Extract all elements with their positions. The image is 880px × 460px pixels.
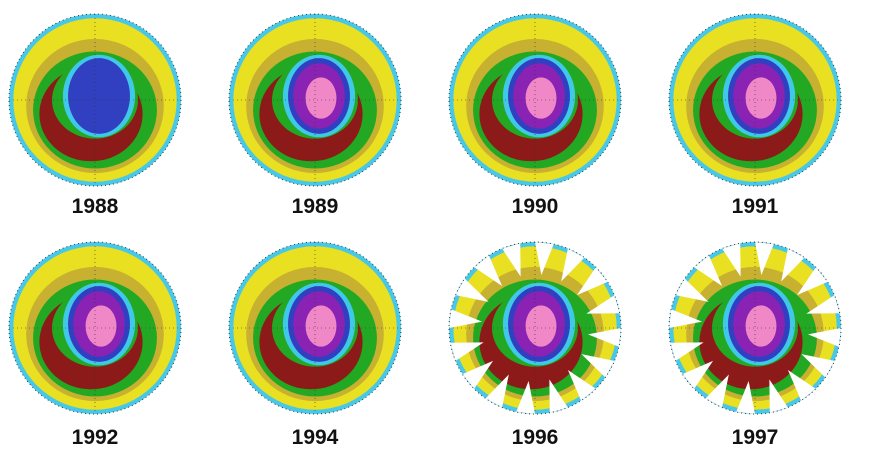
ozone-map-grid: 1988 1989 1990 1991 1992 1994 1996 1997: [0, 0, 880, 460]
map-layer: [306, 305, 337, 346]
map-layer: [306, 77, 337, 118]
ozone-map: [229, 14, 401, 186]
ozone-map: [9, 242, 181, 414]
year-label: 1990: [512, 195, 559, 218]
map-layer: [746, 305, 777, 346]
year-label: 1988: [72, 195, 119, 218]
year-label: 1997: [732, 426, 779, 449]
ozone-map: [9, 14, 181, 186]
ozone-map: [669, 14, 841, 186]
ozone-map: [449, 14, 621, 186]
ozone-map: [229, 242, 401, 414]
map-layer: [86, 305, 117, 346]
ozone-map: [669, 242, 841, 414]
year-label: 1996: [512, 426, 559, 449]
map-layer: [526, 305, 557, 346]
year-label: 1994: [292, 426, 339, 449]
map-layer: [746, 77, 777, 118]
year-label: 1991: [732, 195, 779, 218]
map-layer: [68, 58, 130, 134]
map-layer: [526, 77, 557, 118]
year-label: 1992: [72, 426, 119, 449]
year-label: 1989: [292, 195, 339, 218]
ozone-map: [449, 242, 621, 414]
